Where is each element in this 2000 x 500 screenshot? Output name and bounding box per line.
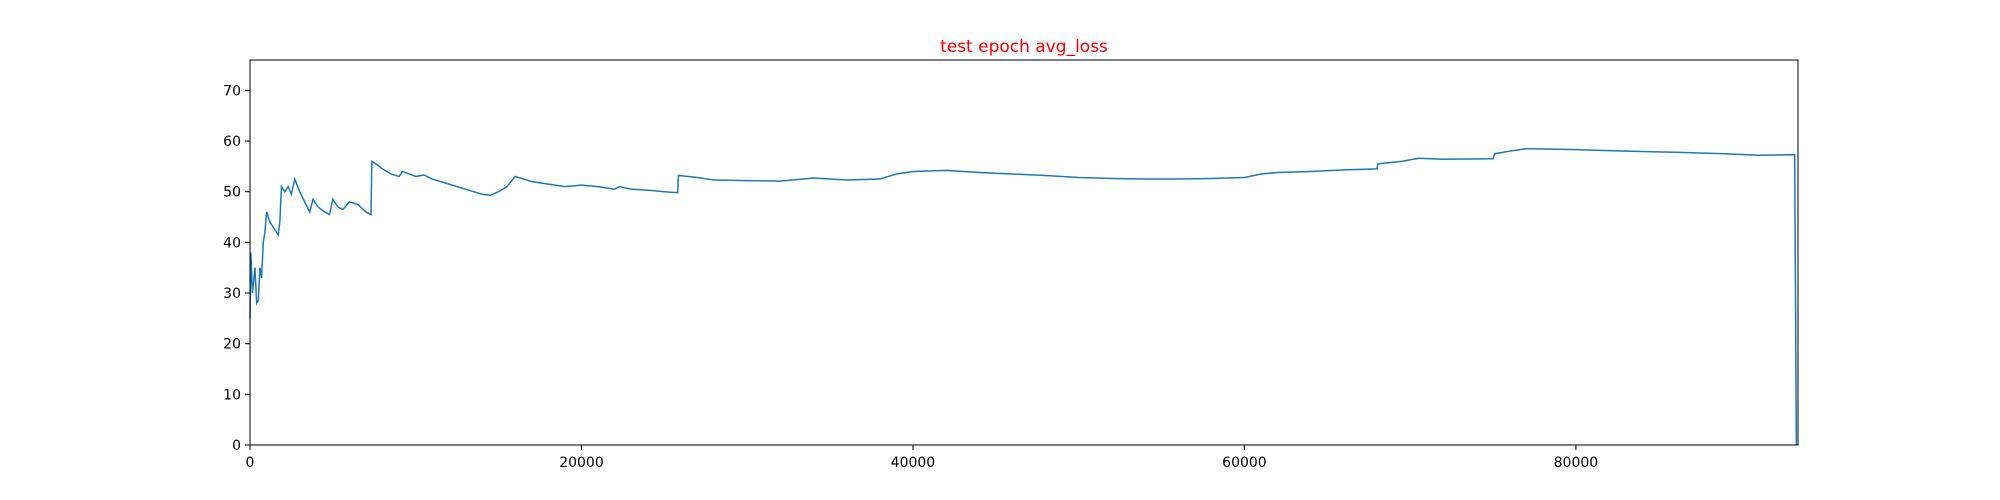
y-tick-label: 70 (223, 83, 241, 99)
y-tick-label: 20 (223, 337, 241, 353)
x-tick-label: 80000 (1554, 455, 1599, 471)
y-tick-label: 30 (223, 286, 241, 302)
line-series (249, 147, 1798, 446)
x-tick-label: 0 (246, 455, 255, 471)
y-tick-label: 60 (223, 134, 241, 150)
x-tick-label: 20000 (559, 455, 604, 471)
chart-title: test epoch avg_loss (940, 37, 1108, 57)
y-tick-label: 0 (232, 438, 241, 454)
axes-frame (249, 59, 1799, 446)
y-tick-label: 40 (223, 235, 241, 251)
x-tick-label: 40000 (891, 455, 936, 471)
y-tick-label: 50 (223, 185, 241, 201)
x-tick-label: 60000 (1222, 455, 1267, 471)
y-tick-label: 10 (223, 387, 241, 403)
